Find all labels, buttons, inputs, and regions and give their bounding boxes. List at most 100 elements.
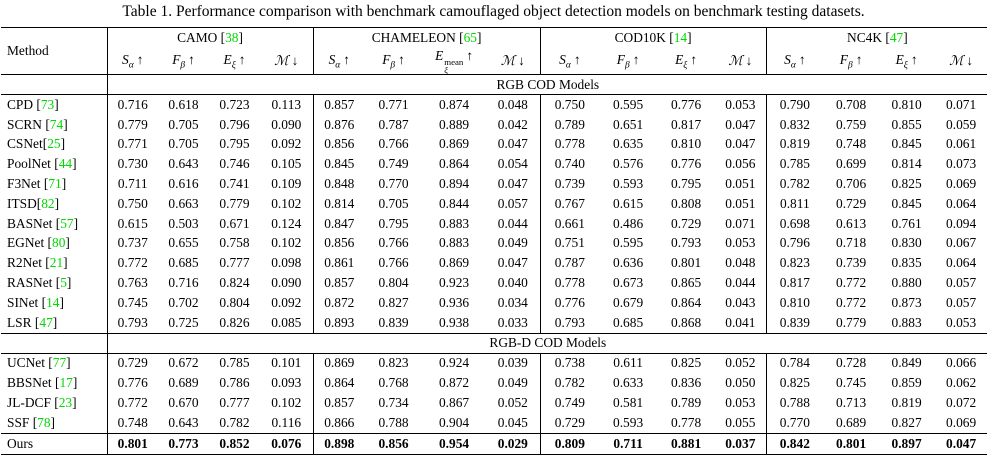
- value-cell: 0.051: [725, 195, 756, 211]
- value-cell: 0.855: [891, 116, 922, 132]
- value-cell: 0.823: [765, 253, 824, 274]
- metric-symbol: S: [559, 51, 566, 67]
- citation-link[interactable]: 65: [463, 30, 477, 45]
- metric-subscript: α: [335, 60, 341, 71]
- value-cell: 0.049: [497, 235, 528, 251]
- value-cell: 0.766: [378, 235, 409, 251]
- citation-link[interactable]: 17: [59, 375, 73, 391]
- value-cell: 0.777: [219, 255, 250, 271]
- citation-link[interactable]: 57: [60, 215, 74, 231]
- table-row: SCRN [74] 0.779 0.705 0.796 0.090 0.876 0.787 0…: [1, 114, 987, 135]
- method-cell: R2Net [21]: [1, 253, 108, 274]
- value-cell: 0.873: [891, 294, 922, 310]
- value-cell: 0.869: [438, 255, 470, 271]
- value-cell: 0.832: [765, 114, 824, 135]
- metric-symbol: S: [784, 51, 791, 67]
- table-row: SSF [78] 0.748 0.643 0.782 0.116 0.866 0.788 0.…: [1, 412, 987, 434]
- citation-link[interactable]: 25: [47, 136, 61, 152]
- value-cell: 0.830: [891, 235, 922, 251]
- value-cell: 0.085: [271, 314, 302, 330]
- value-cell: 0.844: [438, 195, 470, 211]
- metric-subscript: β: [390, 60, 396, 71]
- value-cell: 0.876: [312, 114, 366, 135]
- metric-symbol: F: [172, 51, 181, 67]
- value-cell: 0.706: [836, 176, 867, 192]
- citation-link[interactable]: 74: [49, 116, 64, 132]
- value-cell: 0.889: [438, 116, 470, 132]
- citation-link[interactable]: 14: [673, 30, 688, 45]
- citation-link[interactable]: 78: [37, 414, 51, 430]
- value-cell: 0.784: [765, 353, 824, 374]
- value-cell: 0.711: [106, 174, 158, 194]
- section-header-row: RGB COD Models: [1, 74, 987, 95]
- value-cell: 0.796: [219, 116, 250, 132]
- value-cell: 0.503: [168, 215, 199, 231]
- citation-link[interactable]: 77: [52, 355, 67, 371]
- value-cell: 0.670: [168, 395, 199, 411]
- value-cell: 0.685: [168, 255, 199, 271]
- citation-link[interactable]: 44: [58, 156, 73, 172]
- citation-link[interactable]: 82: [41, 195, 55, 211]
- value-cell: 0.880: [891, 275, 922, 291]
- citation-link[interactable]: 14: [46, 294, 60, 310]
- value-cell: 0.814: [891, 156, 922, 172]
- value-cell: 0.857: [312, 273, 366, 293]
- value-cell: 0.817: [765, 273, 824, 293]
- citation-link[interactable]: 5: [60, 275, 67, 291]
- value-cell: 0.048: [725, 255, 756, 271]
- down-arrow-icon: ↓: [966, 53, 974, 68]
- up-arrow-icon: ↑: [188, 51, 195, 67]
- citation-link[interactable]: 80: [52, 235, 66, 251]
- value-cell: 0.739: [836, 255, 867, 271]
- value-cell: 0.711: [599, 432, 658, 455]
- citation-link[interactable]: 71: [48, 176, 62, 192]
- value-cell: 0.759: [836, 116, 867, 132]
- citation-link[interactable]: 47: [39, 314, 53, 330]
- value-cell: 0.845: [891, 195, 922, 211]
- value-cell: 0.729: [539, 412, 600, 434]
- up-arrow-icon: ↑: [798, 51, 806, 67]
- value-cell: 0.793: [106, 312, 158, 334]
- table-row: SINet [14] 0.745 0.702 0.804 0.092 0.872 0.827…: [1, 292, 987, 313]
- value-cell: 0.749: [378, 156, 409, 172]
- value-cell: 0.801: [823, 432, 880, 455]
- value-cell: 0.893: [312, 312, 366, 334]
- value-cell: 0.729: [106, 353, 158, 374]
- up-arrow-icon: ↑: [238, 51, 246, 67]
- citation-link[interactable]: 73: [40, 96, 55, 112]
- citation-link[interactable]: 47: [889, 30, 904, 45]
- value-cell: 0.047: [725, 136, 756, 152]
- value-cell: 0.808: [671, 195, 702, 211]
- value-cell: 0.782: [219, 414, 250, 430]
- value-cell: 0.819: [891, 395, 922, 411]
- citation-link[interactable]: 23: [58, 395, 73, 411]
- value-cell: 0.824: [219, 275, 250, 291]
- value-cell: 0.761: [891, 215, 922, 231]
- value-cell: 0.836: [671, 375, 702, 391]
- value-cell: 0.819: [765, 134, 824, 155]
- value-cell: 0.071: [946, 96, 977, 112]
- section-spacer: [1, 74, 108, 95]
- value-cell: 0.745: [836, 375, 867, 391]
- value-cell: 0.056: [725, 156, 756, 172]
- down-arrow-icon: ↓: [745, 53, 753, 68]
- value-cell: 0.859: [891, 375, 922, 391]
- method-cell: Ours: [1, 432, 108, 455]
- value-cell: 0.581: [613, 395, 644, 411]
- dataset-header: NC4K [47]: [765, 27, 987, 48]
- citation-link[interactable]: 21: [49, 255, 64, 271]
- value-cell: 0.772: [106, 253, 158, 274]
- table-row: PoolNet [44] 0.730 0.643 0.746 0.105 0.845 0.7…: [1, 154, 987, 175]
- value-cell: 0.053: [946, 314, 977, 330]
- value-cell: 0.872: [312, 292, 366, 313]
- value-cell: 0.069: [946, 414, 977, 430]
- value-cell: 0.105: [271, 156, 302, 172]
- metric-header: ℳ ↓: [260, 48, 314, 75]
- value-cell: 0.718: [836, 235, 867, 251]
- value-cell: 0.897: [879, 432, 935, 455]
- citation-link[interactable]: 38: [225, 30, 239, 45]
- value-cell: 0.685: [613, 314, 644, 330]
- down-arrow-icon: ↓: [518, 53, 525, 68]
- metric-header: Sα ↑: [539, 48, 600, 75]
